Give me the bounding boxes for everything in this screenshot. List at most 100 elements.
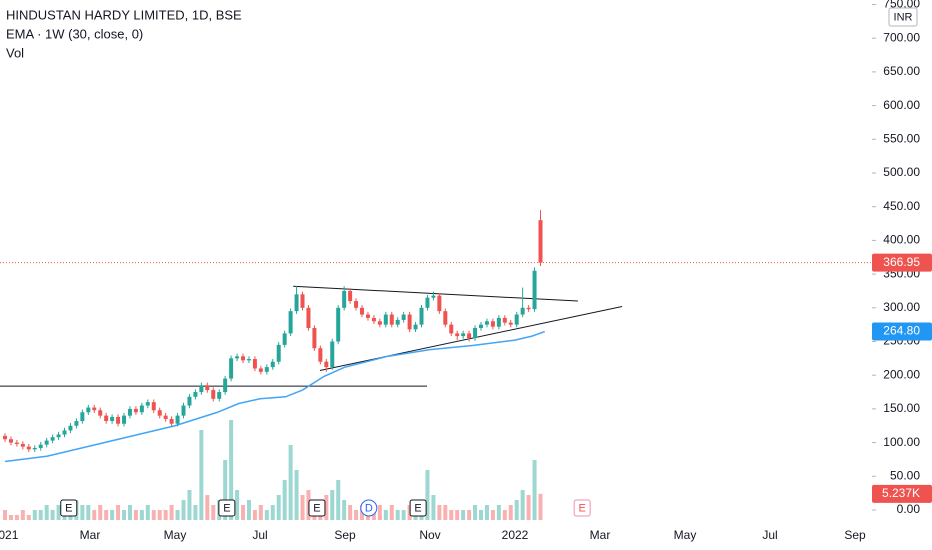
volume-bar (127, 505, 132, 520)
candle-body (449, 324, 454, 334)
event-label: D (365, 502, 373, 514)
candle-body (199, 385, 204, 393)
volume-bar (20, 510, 25, 520)
y-tick-label: 650.00 (883, 64, 920, 78)
candle-body (306, 307, 311, 329)
candle-body (86, 407, 91, 413)
y-tick-label: 600.00 (883, 98, 920, 112)
candle-body (360, 307, 365, 315)
volume-bar (294, 470, 299, 520)
volume-bar (324, 495, 329, 520)
volume-bar (276, 495, 281, 520)
currency: INR (894, 11, 913, 23)
candle-body (62, 430, 67, 435)
volume-bar (449, 510, 454, 520)
candle-body (473, 328, 478, 339)
candle-body (371, 317, 376, 322)
candle-body (467, 333, 472, 339)
volume-bar (246, 500, 251, 520)
candle-body (74, 421, 79, 426)
candle-body (395, 319, 400, 325)
volume-bar (395, 510, 400, 520)
volume-bar (122, 510, 127, 520)
candle-body (443, 311, 448, 325)
volume-bar (235, 490, 240, 520)
x-tick-label: May (164, 528, 187, 542)
volume-bar (205, 495, 210, 520)
candle-body (20, 443, 25, 447)
volume-bar (437, 505, 442, 520)
volume-bar (330, 490, 335, 520)
x-tick-label: 2021 (0, 528, 19, 542)
candle-body (50, 437, 55, 441)
volume-bar (181, 500, 186, 520)
candle-body (217, 392, 222, 399)
candle-body (484, 321, 489, 325)
candle-body (300, 294, 305, 308)
candle-body (92, 407, 97, 411)
candle-body (455, 333, 460, 337)
candle-body (514, 314, 519, 325)
candle-body (104, 415, 109, 422)
candle-body (258, 368, 263, 372)
candle-body (496, 317, 501, 327)
currency-box[interactable] (888, 7, 918, 27)
candle-body (264, 367, 269, 372)
candle-body (377, 321, 382, 325)
volume-bar (431, 495, 436, 520)
event-label: E (578, 502, 585, 514)
volume-bar (56, 505, 61, 520)
candle-body (538, 220, 543, 263)
dividend-marker (360, 499, 378, 517)
candle-body (116, 416, 121, 424)
volume-bar (348, 505, 353, 520)
candle-body (354, 301, 359, 308)
volume-bar (175, 510, 180, 520)
ema-last-box (872, 322, 932, 341)
volume-bar (342, 500, 347, 520)
x-tick-label: Nov (419, 528, 440, 542)
volume-bar (508, 505, 513, 520)
y-tick-label: 700.00 (883, 30, 920, 44)
volume-bar (520, 490, 525, 520)
candle-body (110, 416, 115, 422)
candle-body (8, 439, 13, 443)
candle-body (157, 410, 162, 416)
volume-bar (98, 505, 103, 520)
candle-body (342, 290, 347, 308)
volume-bar (86, 505, 91, 520)
volume-last-label: 5.237K (882, 486, 920, 500)
event-label: E (313, 502, 320, 514)
earnings-marker (573, 499, 591, 517)
indicator-legend: EMA · 1W (30, close, 0) (6, 26, 143, 41)
y-tick-label: 500.00 (883, 165, 920, 179)
candle-body (246, 359, 251, 361)
y-tick-label: 750.00 (883, 0, 920, 11)
y-tick-label: 100.00 (883, 435, 920, 449)
volume-bar (50, 510, 55, 520)
candle-body (252, 359, 257, 369)
volume-bar (389, 505, 394, 520)
x-tick-label: 2022 (502, 528, 529, 542)
volume-bar (163, 510, 168, 520)
volume-bar (8, 515, 13, 520)
volume-bar (151, 510, 156, 520)
volume-bar (479, 510, 484, 520)
volume-bar (187, 490, 192, 520)
volume-bar (80, 505, 85, 520)
volume-bar (199, 430, 204, 520)
candle-body (508, 322, 513, 325)
volume-bar (145, 505, 150, 520)
ema-line (4, 330, 546, 463)
x-tick-label: Mar (80, 528, 101, 542)
candle-body (211, 390, 216, 399)
candle-body (276, 344, 281, 362)
candle-body (151, 402, 156, 411)
candle-body (122, 415, 127, 424)
candle-body (56, 434, 61, 438)
volume-bar (3, 510, 8, 520)
volume-bar (443, 505, 448, 520)
candle-body (80, 412, 85, 422)
volume-bar (377, 505, 382, 520)
